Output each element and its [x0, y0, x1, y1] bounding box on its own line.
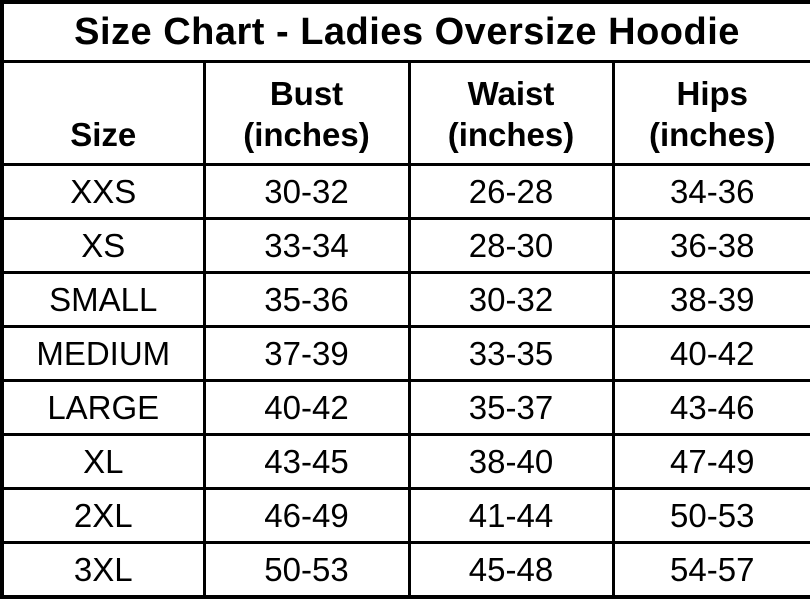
column-header-hips-sublabel: (inches) [615, 114, 810, 155]
cell-waist: 30-32 [409, 273, 613, 327]
chart-title: Size Chart - Ladies Oversize Hoodie [2, 2, 810, 62]
cell-waist: 45-48 [409, 543, 613, 598]
cell-hips: 47-49 [613, 435, 810, 489]
cell-waist: 28-30 [409, 219, 613, 273]
column-header-size-label: Size [4, 114, 203, 155]
cell-bust: 46-49 [204, 489, 409, 543]
cell-hips: 50-53 [613, 489, 810, 543]
cell-bust: 40-42 [204, 381, 409, 435]
column-header-waist-sublabel: (inches) [411, 114, 612, 155]
header-row: Size Bust (inches) Waist (inches) Hips (… [2, 62, 810, 165]
cell-size: MEDIUM [2, 327, 204, 381]
table-row-xxs: XXS 30-32 26-28 34-36 [2, 165, 810, 219]
cell-bust: 35-36 [204, 273, 409, 327]
cell-hips: 34-36 [613, 165, 810, 219]
table-row-2xl: 2XL 46-49 41-44 50-53 [2, 489, 810, 543]
cell-waist: 41-44 [409, 489, 613, 543]
cell-bust: 33-34 [204, 219, 409, 273]
column-header-size: Size [2, 62, 204, 165]
cell-size: 2XL [2, 489, 204, 543]
cell-bust: 37-39 [204, 327, 409, 381]
cell-hips: 54-57 [613, 543, 810, 598]
table-row-xl: XL 43-45 38-40 47-49 [2, 435, 810, 489]
column-header-hips: Hips (inches) [613, 62, 810, 165]
column-header-waist-label: Waist [411, 73, 612, 114]
cell-bust: 43-45 [204, 435, 409, 489]
table-row-medium: MEDIUM 37-39 33-35 40-42 [2, 327, 810, 381]
table-row-large: LARGE 40-42 35-37 43-46 [2, 381, 810, 435]
column-header-bust: Bust (inches) [204, 62, 409, 165]
table-row-3xl: 3XL 50-53 45-48 54-57 [2, 543, 810, 598]
title-row: Size Chart - Ladies Oversize Hoodie [2, 2, 810, 62]
cell-hips: 40-42 [613, 327, 810, 381]
cell-waist: 33-35 [409, 327, 613, 381]
cell-size: XS [2, 219, 204, 273]
cell-hips: 38-39 [613, 273, 810, 327]
column-header-bust-label: Bust [206, 73, 408, 114]
cell-size: LARGE [2, 381, 204, 435]
table-row-small: SMALL 35-36 30-32 38-39 [2, 273, 810, 327]
cell-waist: 35-37 [409, 381, 613, 435]
cell-hips: 36-38 [613, 219, 810, 273]
cell-bust: 50-53 [204, 543, 409, 598]
column-header-hips-label: Hips [615, 73, 810, 114]
cell-waist: 26-28 [409, 165, 613, 219]
cell-size: SMALL [2, 273, 204, 327]
cell-size: 3XL [2, 543, 204, 598]
column-header-waist: Waist (inches) [409, 62, 613, 165]
column-header-bust-sublabel: (inches) [206, 114, 408, 155]
cell-hips: 43-46 [613, 381, 810, 435]
cell-bust: 30-32 [204, 165, 409, 219]
cell-waist: 38-40 [409, 435, 613, 489]
table-row-xs: XS 33-34 28-30 36-38 [2, 219, 810, 273]
cell-size: XL [2, 435, 204, 489]
cell-size: XXS [2, 165, 204, 219]
